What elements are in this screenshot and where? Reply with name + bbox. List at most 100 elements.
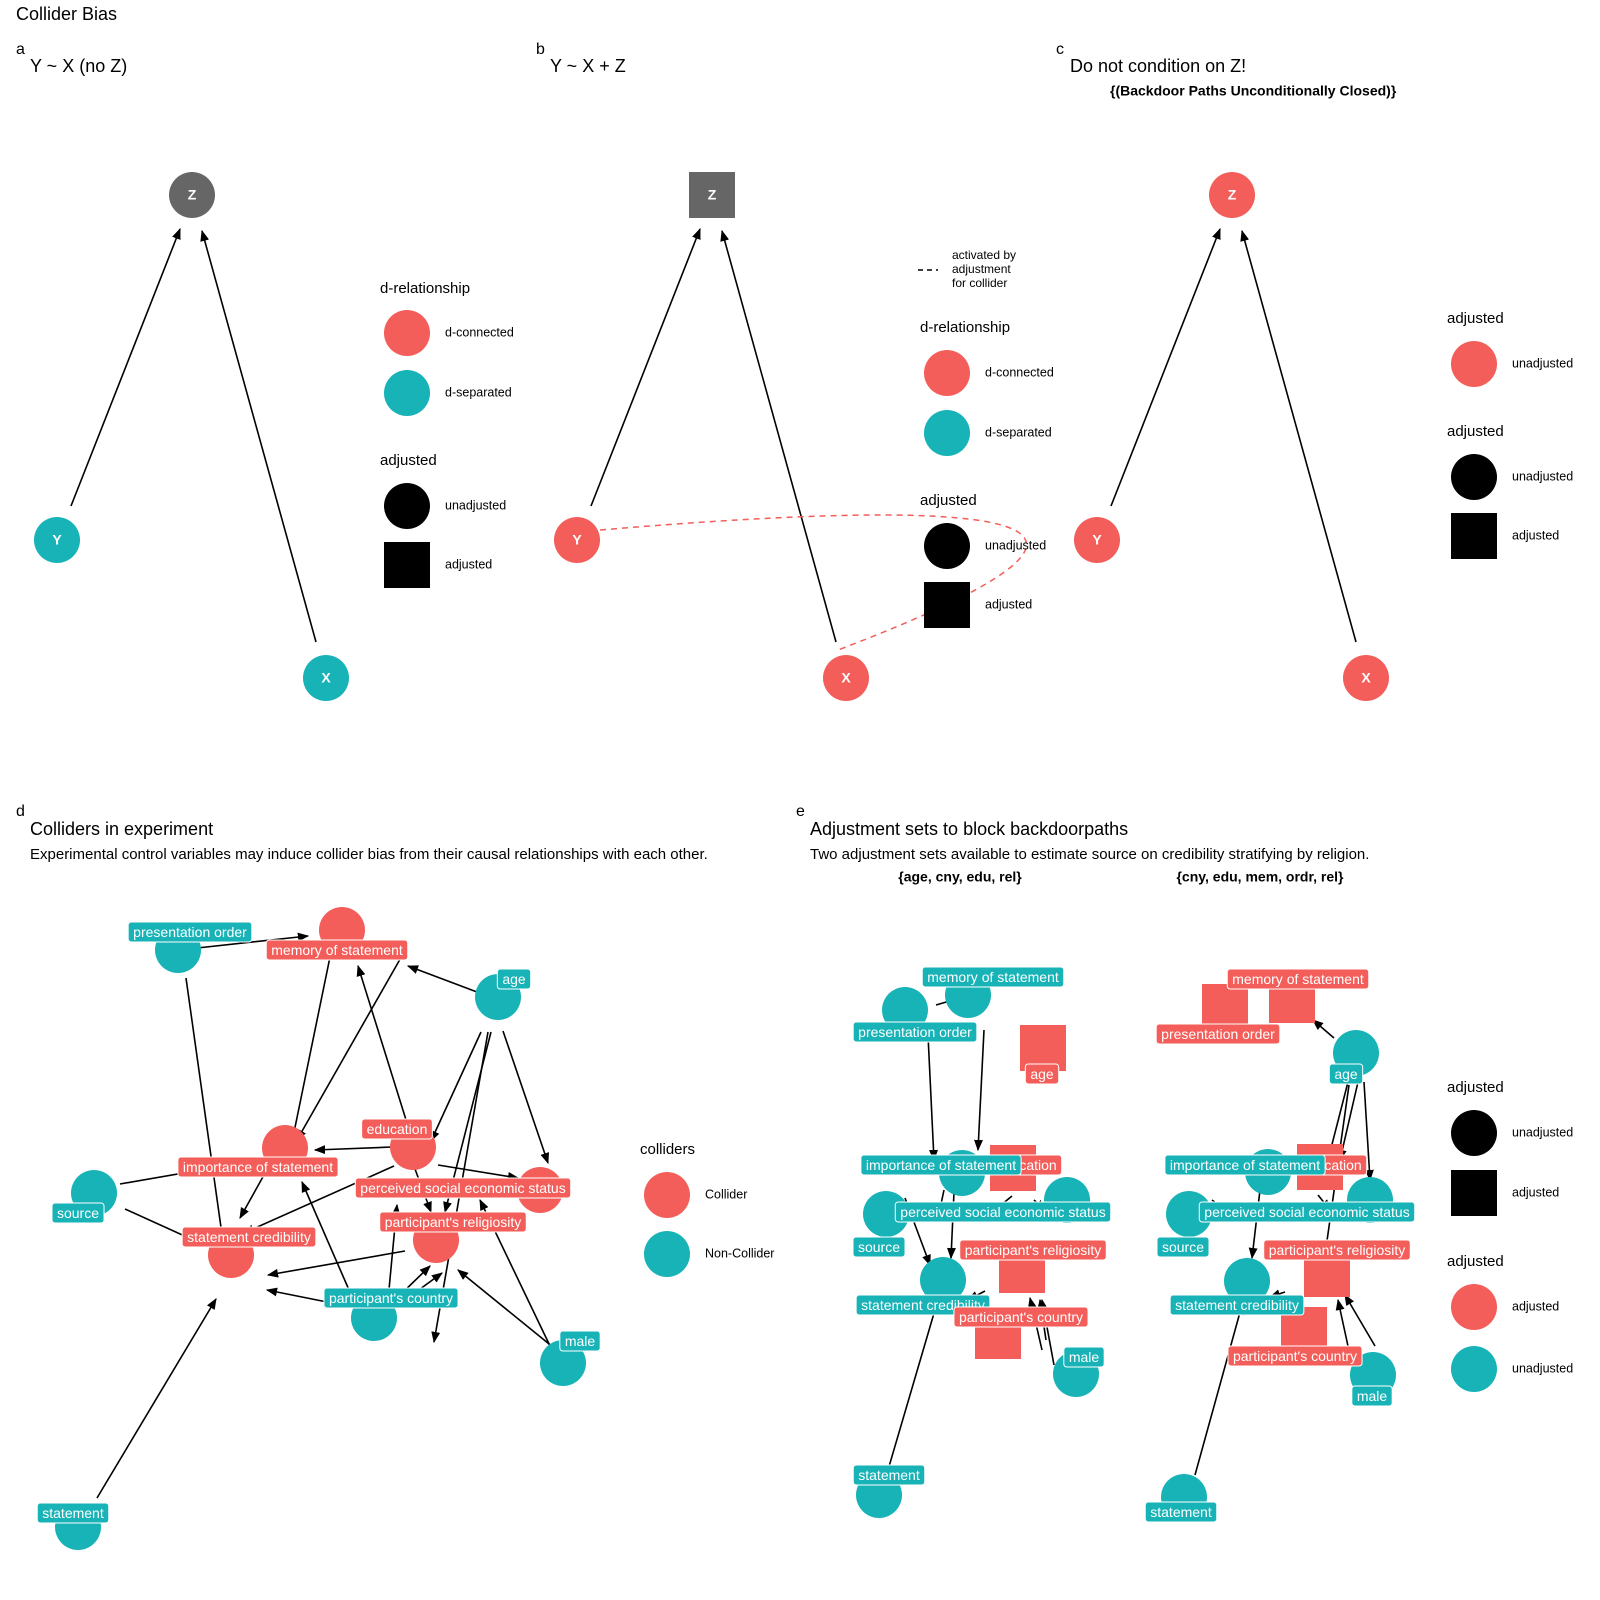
panel-a-edge-y-z — [70, 227, 181, 507]
panel-d-label-cred-box — [181, 1226, 317, 1248]
panel-d-edge-14 — [239, 1174, 265, 1219]
panel-e1-edge-1 — [927, 1034, 938, 1162]
panel-e2-label-rel: participant's religiosity — [1269, 1242, 1406, 1258]
panel-c-edge-y-z — [1110, 227, 1221, 507]
panel-a-node-x — [303, 655, 349, 701]
legend-e-adjusted2-key — [1451, 1284, 1497, 1330]
panel-d-label-mem-box — [265, 939, 409, 961]
panel-e2-label-imp: importance of statement — [1170, 1157, 1320, 1173]
legend-b-title-adj: adjusted — [920, 492, 977, 509]
panel-a-node-z-label: Z — [188, 187, 197, 203]
panel-d-label-cny-box — [323, 1287, 459, 1309]
panel-d-edge-13 — [242, 1165, 395, 1234]
legend-b-separated-key — [924, 410, 970, 456]
panel-e2-label-cred: statement credibility — [1175, 1297, 1299, 1313]
panel-e2-label-src-box — [1156, 1236, 1210, 1258]
panel-b-letter: b — [536, 41, 545, 58]
legend-b-connected-key — [924, 350, 970, 396]
panel-d-label-male: male — [565, 1333, 596, 1349]
panel-e1-label-stmt-box — [852, 1464, 926, 1486]
panel-e1-label-cny-box — [953, 1306, 1089, 1328]
panel-d-label-cred: statement credibility — [187, 1229, 311, 1245]
legend-c-title-2: adjusted — [1447, 423, 1504, 440]
panel-d-edge-24 — [457, 1269, 555, 1349]
panel-e2-label-cny: participant's country — [1233, 1348, 1357, 1364]
legend-e-unadjusted1-text: unadjusted — [1512, 1125, 1573, 1139]
panel-d-label-stmt-box — [36, 1502, 110, 1524]
panel-e2-label-male-box — [1351, 1385, 1393, 1407]
panel-d-edge-26 — [96, 1298, 217, 1499]
legend-a-separated-key — [384, 370, 430, 416]
panel-e1-node-cred — [920, 1257, 966, 1303]
panel-e2-edge-11 — [1194, 1303, 1244, 1476]
panel-e2-label-stmt-box — [1144, 1501, 1218, 1523]
panel-e-subtitle: Two adjustment sets available to estimat… — [810, 846, 1369, 863]
panel-e1-label-imp: importance of statement — [866, 1157, 1016, 1173]
legend-b-dash-line1: activated by — [952, 248, 1016, 262]
panel-d-label-age-box — [496, 968, 532, 990]
panel-e1-label-pses: perceived social economic status — [900, 1204, 1105, 1220]
panel-e1-label-po-box — [852, 1021, 978, 1043]
panel-d-label-age: age — [502, 971, 526, 987]
panel-a-edge-x-z — [200, 229, 317, 643]
panel-d-edge-20 — [301, 1180, 357, 1307]
legend-c-adjusted2-text: adjusted — [1512, 528, 1559, 542]
legend-c-unadjusted2-key — [1451, 454, 1497, 500]
legend-a-adjusted-text: adjusted — [445, 557, 492, 571]
legend-c-unadjusted2-text: unadjusted — [1512, 469, 1573, 483]
figure-title: Collider Bias — [16, 4, 117, 24]
legend-d-noncollider-text: Non-Collider — [705, 1246, 774, 1260]
panel-d-edge-1 — [185, 977, 229, 1258]
panel-e1-label-po: presentation order — [858, 1024, 972, 1040]
panel-d-label-pses-box — [354, 1177, 572, 1199]
panel-e1-label-rel-box — [959, 1239, 1107, 1261]
panel-d-label-mem: memory of statement — [271, 942, 403, 958]
panel-e1-label-cny: participant's country — [959, 1309, 1083, 1325]
legend-e-adjusted1-key — [1451, 1170, 1497, 1216]
legend-b-adjusted-key — [924, 582, 970, 628]
panel-e2-label-po-box — [1155, 1023, 1281, 1045]
legend-c-adjusted2-key — [1451, 513, 1497, 559]
panel-b-edge-x-z — [720, 229, 837, 643]
panel-d-label-edu-box — [361, 1118, 433, 1140]
panel-e2-edge-0 — [1312, 1019, 1335, 1039]
panel-d-label-edu: education — [367, 1121, 428, 1137]
panel-e1-label-pses-box — [894, 1201, 1112, 1223]
legend-a-separated-text: d-separated — [445, 385, 512, 399]
panel-b-node-x-label: X — [841, 670, 851, 686]
panel-d-edge-12 — [437, 1164, 520, 1181]
panel-c-node-z-label: Z — [1228, 187, 1237, 203]
panel-e2-label-pses: perceived social economic status — [1204, 1204, 1409, 1220]
panel-c-letter: c — [1056, 41, 1064, 58]
legend-a-adjusted-key — [384, 542, 430, 588]
panel-d-letter: d — [16, 803, 25, 820]
panel-b-node-y — [554, 517, 600, 563]
panel-d-label-rel: participant's religiosity — [385, 1214, 522, 1230]
panel-e1-label-mem: memory of statement — [927, 969, 1059, 985]
legend-b-separated-text: d-separated — [985, 425, 1052, 439]
panel-c-node-x — [1343, 655, 1389, 701]
legend-a-connected-key — [384, 310, 430, 356]
legend-e-unadjusted2-key — [1451, 1346, 1497, 1392]
legend-e-adjusted2-text: adjusted — [1512, 1299, 1559, 1313]
panel-d-edge-5 — [430, 1031, 482, 1143]
legend-e-adjusted1-text: adjusted — [1512, 1185, 1559, 1199]
legend-e-unadjusted1-key — [1451, 1110, 1497, 1156]
panel-e1-label-src: source — [858, 1239, 900, 1255]
panel-a-letter: a — [16, 41, 25, 58]
panel-d-label-imp: importance of statement — [183, 1159, 333, 1175]
panel-d-label-po: presentation order — [133, 924, 247, 940]
panel-b-dashed-path — [599, 514, 1028, 651]
panel-e1-label-edu_frag: cation — [1019, 1157, 1056, 1173]
panel-e1-label-src-box — [852, 1236, 906, 1258]
panel-e2-label-age-box — [1328, 1063, 1364, 1085]
legend-b-adjusted-text: adjusted — [985, 597, 1032, 611]
panel-e2-label-rel-box — [1263, 1239, 1411, 1261]
panel-e2-label-pses-box — [1198, 1201, 1416, 1223]
panel-e2-node-cred — [1224, 1258, 1270, 1304]
panel-c-node-z — [1209, 172, 1255, 218]
panel-d-title: Colliders in experiment — [30, 819, 213, 839]
legend-b-dash-line3: for collider — [952, 276, 1007, 290]
panel-d-label-rel-box — [379, 1211, 527, 1233]
panel-a-node-z — [169, 172, 215, 218]
